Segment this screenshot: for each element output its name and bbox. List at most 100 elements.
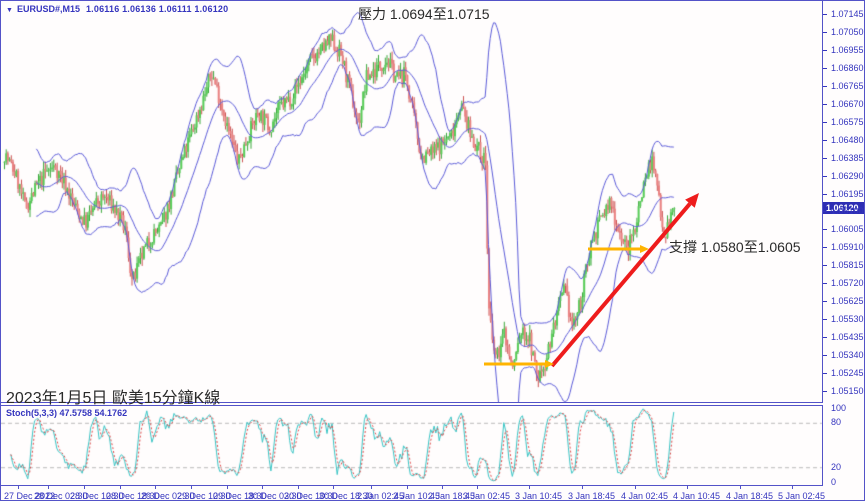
- time-tick-label: 30 Dec 18:30: [319, 491, 373, 501]
- time-tick: [48, 486, 49, 489]
- price-axis-border: [822, 1, 823, 485]
- time-tick-label: 4 Jan 02:45: [621, 491, 669, 501]
- price-tick: [823, 140, 827, 141]
- date-annotation[interactable]: 2023年1月5日 歐美15分鐘K線: [6, 390, 221, 407]
- price-chart-canvas[interactable]: [1, 1, 823, 403]
- time-tick-label: 2 Jan 18:45: [428, 491, 476, 501]
- time-tick: [687, 486, 688, 489]
- symbol-label: EURUSD#,M15: [16, 4, 80, 14]
- time-tick: [333, 486, 334, 489]
- price-tick-label: 1.06385: [831, 153, 864, 163]
- price-tick-label: 1.05340: [831, 350, 864, 360]
- price-tick-label: 1.05910: [831, 242, 864, 252]
- time-tick-label: 29 Dec 10:30: [177, 491, 231, 501]
- price-tick-label: 1.05245: [831, 368, 864, 378]
- time-tick-label: 27 Dec 2022: [4, 491, 56, 501]
- price-tick-label: 1.05435: [831, 332, 864, 342]
- time-tick-label: 4 Jan 18:45: [726, 491, 774, 501]
- price-tick-label: 1.06005: [831, 224, 864, 234]
- time-tick-label: 2 Jan 02:45: [357, 491, 405, 501]
- time-tick-label: 28 Dec 02:30: [34, 491, 88, 501]
- time-axis[interactable]: 27 Dec 2022 28 Dec 02:30 28 Dec 10:30 28 De…: [1, 485, 864, 501]
- stoch-scale-label: 0: [831, 477, 837, 487]
- time-tick: [582, 486, 583, 489]
- price-tick: [823, 158, 827, 159]
- time-tick-label: 30 Dec 10:30: [284, 491, 338, 501]
- price-tick: [823, 32, 827, 33]
- price-tick-label: 1.06290: [831, 171, 864, 181]
- time-tick: [298, 486, 299, 489]
- time-tick-label: 3 Jan 10:45: [515, 491, 563, 501]
- time-tick-label: 2 Jan 10:45: [393, 491, 441, 501]
- price-tick: [823, 194, 827, 195]
- time-tick: [529, 486, 530, 489]
- resistance-annotation[interactable]: 壓力 1.0694至1.0715: [358, 6, 490, 22]
- time-tick: [740, 486, 741, 489]
- time-tick: [442, 486, 443, 489]
- price-tick-label: 1.06575: [831, 117, 864, 127]
- price-tick-label: 1.07050: [831, 27, 864, 37]
- price-tick: [823, 319, 827, 320]
- time-tick: [792, 486, 793, 489]
- support-annotation[interactable]: 支撐 1.0580至1.0605: [669, 239, 801, 255]
- symbol-ohlc-label: ▼ EURUSD#,M15 1.06116 1.06136 1.06111 1.06…: [6, 4, 228, 14]
- time-tick-label: 3 Jan 02:45: [463, 491, 511, 501]
- time-tick: [120, 486, 121, 489]
- price-tick-label: 1.05720: [831, 278, 864, 288]
- time-tick-label: 28 Dec 10:30: [70, 491, 124, 501]
- price-tick-label: 1.06955: [831, 45, 864, 55]
- price-tick: [823, 265, 827, 266]
- price-axis[interactable]: 1.06120 1.07145 1.07050 1.06955 1.06860 1.06…: [823, 1, 864, 500]
- stochastic-canvas[interactable]: [1, 406, 823, 485]
- price-tick: [823, 68, 827, 69]
- time-tick-label: 5 Jan 02:45: [778, 491, 826, 501]
- time-tick-label: 28 Dec 18:30: [106, 491, 160, 501]
- time-tick: [262, 486, 263, 489]
- price-tick: [823, 283, 827, 284]
- price-tick-label: 1.06195: [831, 189, 864, 199]
- time-tick: [84, 486, 85, 489]
- stoch-scale-label: 100: [831, 403, 847, 413]
- price-tick-label: 1.06860: [831, 63, 864, 73]
- price-tick: [823, 391, 827, 392]
- price-tick-label: 1.07145: [831, 9, 864, 19]
- stoch-scale-label: 20: [831, 462, 842, 472]
- price-tick: [823, 373, 827, 374]
- price-tick: [823, 122, 827, 123]
- price-tick: [823, 211, 827, 212]
- price-tick: [823, 104, 827, 105]
- time-axis-border: [1, 485, 823, 486]
- price-tick: [823, 14, 827, 15]
- price-tick-label: 1.06480: [831, 135, 864, 145]
- price-tick: [823, 50, 827, 51]
- time-tick: [477, 486, 478, 489]
- price-tick-label: 1.06765: [831, 81, 864, 91]
- time-tick-label: 29 Dec 18:30: [213, 491, 267, 501]
- price-tick: [823, 229, 827, 230]
- price-tick-label: 1.05815: [831, 260, 864, 270]
- time-tick: [18, 486, 19, 489]
- time-tick-label: 30 Dec 02:30: [248, 491, 302, 501]
- current-price-tag: 1.06120: [823, 202, 864, 214]
- time-tick: [371, 486, 372, 489]
- time-tick: [155, 486, 156, 489]
- time-tick: [407, 486, 408, 489]
- time-tick: [191, 486, 192, 489]
- price-tick: [823, 355, 827, 356]
- panel-separator[interactable]: [1, 402, 823, 406]
- price-tick: [823, 86, 827, 87]
- price-tick: [823, 247, 827, 248]
- price-tick-label: 1.05530: [831, 314, 864, 324]
- time-tick-label: 3 Jan 18:45: [568, 491, 616, 501]
- price-tick-label: 1.06100: [831, 206, 864, 216]
- time-tick: [635, 486, 636, 489]
- price-tick-label: 1.05150: [831, 386, 864, 396]
- collapse-triangle-icon[interactable]: ▼: [6, 7, 13, 14]
- price-tick-label: 1.05625: [831, 296, 864, 306]
- price-tick: [823, 337, 827, 338]
- time-tick-label: 4 Jan 10:45: [673, 491, 721, 501]
- stoch-scale-label: 80: [831, 417, 842, 427]
- price-tick-label: 1.06670: [831, 99, 864, 109]
- stoch-indicator-label: Stoch(5,3,3) 47.5758 54.1762: [6, 408, 128, 418]
